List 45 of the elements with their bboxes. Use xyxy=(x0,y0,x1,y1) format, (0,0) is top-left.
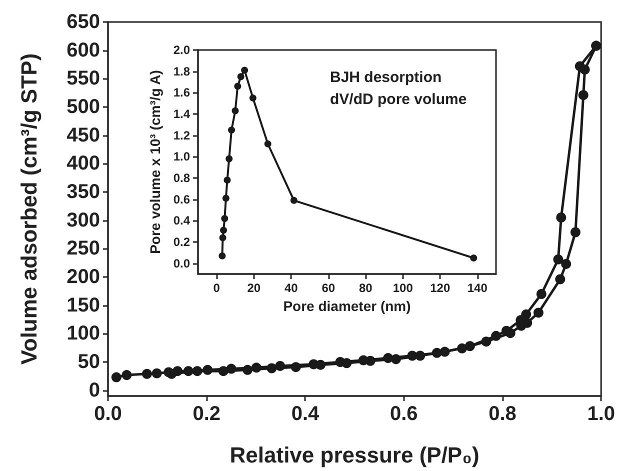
x-tick-label: 100 xyxy=(392,281,414,295)
y-tick-label: 50 xyxy=(78,351,100,373)
y-tick-label: 1.2 xyxy=(173,128,190,142)
y-tick-label: 1.0 xyxy=(173,150,190,164)
y-tick-label: 0.2 xyxy=(173,235,190,249)
x-axis-title: Relative pressure (P/P₀) xyxy=(230,442,480,468)
x-tick-label: 0 xyxy=(213,281,220,295)
x-tick-label: 0.6 xyxy=(390,403,418,425)
y-tick-label: 550 xyxy=(66,68,100,90)
y-tick-label: 150 xyxy=(66,294,100,316)
x-tick-label: 80 xyxy=(358,281,373,295)
y-axis-title: Pore volume x 10³ (cm³/g A) xyxy=(147,70,163,254)
y-tick-label: 450 xyxy=(66,124,100,146)
x-tick-label: 40 xyxy=(284,281,298,295)
y-tick-label: 0.8 xyxy=(173,171,190,185)
y-tick-label: 400 xyxy=(66,152,100,175)
y-tick-label: 1.8 xyxy=(173,64,190,78)
x-tick-label: 0.0 xyxy=(94,403,122,425)
x-tick-label: 0.2 xyxy=(192,403,221,425)
y-tick-label: 0.4 xyxy=(173,214,190,228)
y-tick-label: 650 xyxy=(66,11,100,33)
y-tick-label: 0 xyxy=(88,379,100,402)
y-tick-label: 300 xyxy=(66,209,100,232)
y-tick-label: 600 xyxy=(66,39,100,62)
x-tick-label: 1.0 xyxy=(587,403,616,425)
y-tick-label: 350 xyxy=(66,181,100,203)
x-tick-label: 0.4 xyxy=(291,403,320,425)
annotation: BJH desorption xyxy=(330,69,442,86)
x-tick-label: 60 xyxy=(322,281,336,295)
x-tick-label: 140 xyxy=(467,281,488,295)
y-tick-label: 2.0 xyxy=(173,43,190,57)
x-axis-title: Pore diameter (nm) xyxy=(283,298,411,314)
y-tick-label: 1.6 xyxy=(173,86,190,100)
y-tick-label: 0.6 xyxy=(173,192,190,206)
annotation: dV/dD pore volume xyxy=(330,91,467,108)
y-tick-label: 100 xyxy=(66,322,100,345)
y-tick-label: 250 xyxy=(66,238,100,260)
y-tick-label: 200 xyxy=(66,266,100,288)
y-tick-label: 0.0 xyxy=(173,256,190,270)
x-tick-label: 20 xyxy=(247,281,261,295)
y-axis-title: Volume adsorbed (cm³/g STP) xyxy=(16,53,42,365)
y-tick-label: 1.4 xyxy=(173,107,190,121)
x-tick-label: 0.8 xyxy=(488,403,516,425)
y-tick-label: 500 xyxy=(66,96,100,118)
x-tick-label: 120 xyxy=(430,281,450,295)
